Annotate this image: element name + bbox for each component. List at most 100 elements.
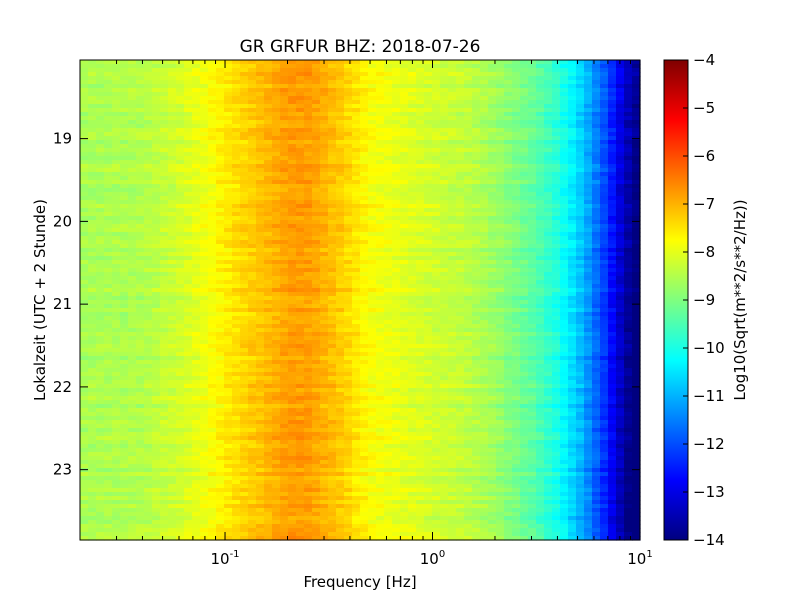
heatmap-cell <box>336 476 345 481</box>
heatmap-cell <box>232 512 241 517</box>
heatmap-cell <box>296 212 305 217</box>
heatmap-cell <box>296 128 305 133</box>
heatmap-cell <box>80 196 89 201</box>
heatmap-cell <box>216 528 225 533</box>
heatmap-cell <box>288 376 297 381</box>
heatmap-cell <box>376 392 385 397</box>
heatmap-cell <box>272 184 281 189</box>
heatmap-cell <box>384 464 393 469</box>
heatmap-cell <box>344 396 353 401</box>
heatmap-cell <box>216 292 225 297</box>
heatmap-cell <box>112 88 121 93</box>
heatmap-cell <box>96 340 105 345</box>
heatmap-cell <box>216 452 225 457</box>
heatmap-cell <box>320 372 329 377</box>
heatmap-cell <box>288 348 297 353</box>
heatmap-cell <box>128 292 137 297</box>
heatmap-cell <box>144 324 153 329</box>
heatmap-cell <box>336 432 345 437</box>
heatmap-cell <box>344 60 353 65</box>
heatmap-cell <box>96 144 105 149</box>
heatmap-cell <box>184 164 193 169</box>
heatmap-cell <box>368 244 377 249</box>
heatmap-cell <box>280 308 289 313</box>
heatmap-cell <box>248 424 257 429</box>
heatmap-cell <box>296 196 305 201</box>
heatmap-cell <box>272 116 281 121</box>
heatmap-cell <box>192 284 201 289</box>
heatmap-cell <box>112 308 121 313</box>
heatmap-cell <box>112 520 121 525</box>
heatmap-cell <box>184 476 193 481</box>
heatmap-cell <box>200 480 209 485</box>
heatmap-cell <box>328 104 337 109</box>
heatmap-cell <box>216 332 225 337</box>
heatmap-cell <box>200 416 209 421</box>
heatmap-cell <box>408 164 417 169</box>
heatmap-cell <box>272 340 281 345</box>
heatmap-cell <box>184 428 193 433</box>
heatmap-cell <box>152 420 161 425</box>
heatmap-cell <box>392 440 401 445</box>
heatmap-cell <box>296 292 305 297</box>
heatmap-cell <box>336 240 345 245</box>
heatmap-cell <box>280 92 289 97</box>
heatmap-cell <box>224 264 233 269</box>
heatmap-cell <box>96 444 105 449</box>
heatmap-cell <box>152 236 161 241</box>
heatmap-cell <box>144 296 153 301</box>
heatmap-cell <box>144 364 153 369</box>
heatmap-cell <box>400 476 409 481</box>
heatmap-cell <box>408 312 417 317</box>
heatmap-cell <box>376 400 385 405</box>
heatmap-cell <box>296 484 305 489</box>
heatmap-cell <box>80 428 89 433</box>
heatmap-cell <box>144 428 153 433</box>
heatmap-cell <box>320 408 329 413</box>
heatmap-cell <box>392 228 401 233</box>
heatmap-cell <box>184 76 193 81</box>
heatmap-cell <box>240 420 249 425</box>
heatmap-cell <box>256 408 265 413</box>
heatmap-cell <box>400 416 409 421</box>
heatmap-cell <box>368 228 377 233</box>
heatmap-cell <box>288 384 297 389</box>
heatmap-cell <box>328 412 337 417</box>
heatmap-cell <box>80 352 89 357</box>
heatmap-cell <box>240 80 249 85</box>
heatmap-cell <box>368 340 377 345</box>
heatmap-cell <box>152 460 161 465</box>
heatmap-cell <box>136 168 145 173</box>
heatmap-cell <box>280 464 289 469</box>
heatmap-cell <box>88 124 97 129</box>
heatmap-cell <box>80 328 89 333</box>
heatmap-cell <box>128 480 137 485</box>
heatmap-cell <box>192 480 201 485</box>
heatmap-cell <box>360 268 369 273</box>
heatmap-cell <box>184 180 193 185</box>
heatmap-cell <box>352 408 361 413</box>
heatmap-cell <box>248 248 257 253</box>
heatmap-cell <box>304 368 313 373</box>
heatmap-cell <box>176 148 185 153</box>
heatmap-cell <box>232 228 241 233</box>
heatmap-cell <box>360 160 369 165</box>
heatmap-cell <box>288 444 297 449</box>
heatmap-cell <box>280 348 289 353</box>
heatmap-cell <box>88 324 97 329</box>
heatmap-cell <box>160 80 169 85</box>
heatmap-cell <box>256 256 265 261</box>
heatmap-cell <box>240 276 249 281</box>
heatmap-cell <box>168 156 177 161</box>
heatmap-cell <box>216 460 225 465</box>
heatmap-cell <box>224 140 233 145</box>
heatmap-cell <box>80 444 89 449</box>
heatmap-cell <box>120 240 129 245</box>
heatmap-cell <box>344 112 353 117</box>
heatmap-cell <box>168 164 177 169</box>
heatmap-cell <box>80 240 89 245</box>
heatmap-cell <box>336 296 345 301</box>
heatmap-cell <box>320 164 329 169</box>
heatmap-cell <box>208 428 217 433</box>
heatmap-cell <box>104 60 113 65</box>
